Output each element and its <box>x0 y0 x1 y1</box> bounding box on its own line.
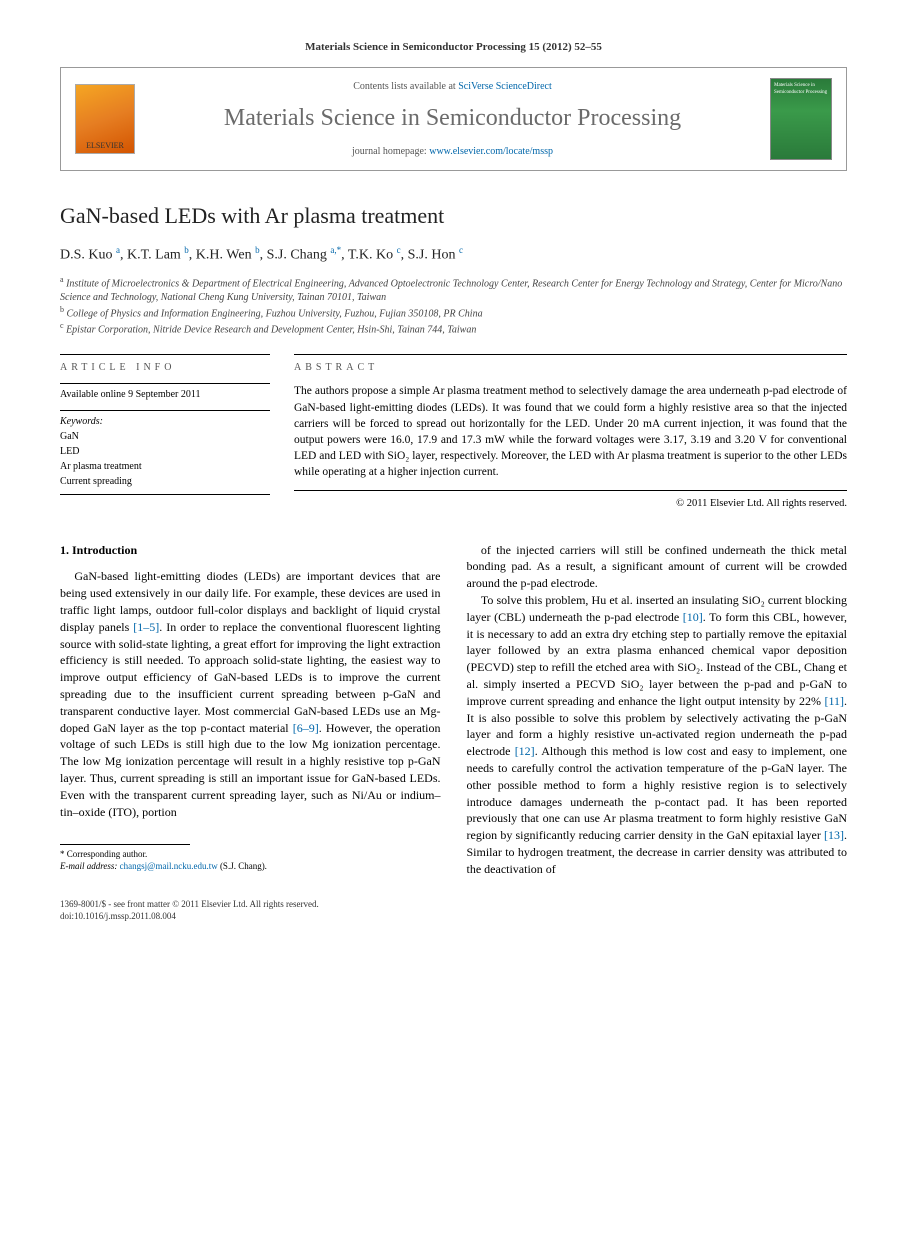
cover-text: Materials Science in Semiconductor Proce… <box>774 83 827 95</box>
abstract-column: ABSTRACT The authors propose a simple Ar… <box>294 354 847 511</box>
ref-link[interactable]: [1–5] <box>133 620 159 634</box>
body-columns: 1. Introduction GaN-based light-emitting… <box>60 542 847 878</box>
journal-title: Materials Science in Semiconductor Proce… <box>149 102 756 136</box>
body-paragraph-2: of the injected carriers will still be c… <box>467 542 848 592</box>
keywords-heading: Keywords: <box>60 410 270 429</box>
affiliations: a Institute of Microelectronics & Depart… <box>60 275 847 336</box>
keyword-item: GaN <box>60 430 270 444</box>
email-who: (S.J. Chang). <box>218 861 267 871</box>
header-center: Contents lists available at SciVerse Sci… <box>149 80 756 160</box>
email-label: E-mail address: <box>60 861 120 871</box>
article-info-column: ARTICLE INFO Available online 9 Septembe… <box>60 354 270 511</box>
footnote-separator <box>60 844 190 845</box>
ref-link[interactable]: [10] <box>683 610 703 624</box>
keyword-item: Current spreading <box>60 475 270 489</box>
keywords-list: GaNLEDAr plasma treatmentCurrent spreadi… <box>60 430 270 495</box>
journal-header-box: ELSEVIER Contents lists available at Sci… <box>60 67 847 171</box>
abstract-text: The authors propose a simple Ar plasma t… <box>294 383 847 491</box>
ref-link[interactable]: [6–9] <box>293 721 319 735</box>
corresponding-author-note: * Corresponding author. <box>60 849 441 861</box>
footer-meta: 1369-8001/$ - see front matter © 2011 El… <box>60 898 847 923</box>
footer-doi: doi:10.1016/j.mssp.2011.08.004 <box>60 910 847 923</box>
publisher-label: ELSEVIER <box>86 140 124 151</box>
intro-heading: 1. Introduction <box>60 542 441 559</box>
homepage-line: journal homepage: www.elsevier.com/locat… <box>149 145 756 159</box>
ref-link[interactable]: [13] <box>824 828 844 842</box>
available-online: Available online 9 September 2011 <box>60 383 270 402</box>
body-paragraph-1: GaN-based light-emitting diodes (LEDs) a… <box>60 568 441 820</box>
author-list: D.S. Kuo a, K.T. Lam b, K.H. Wen b, S.J.… <box>60 244 847 265</box>
abstract-copyright: © 2011 Elsevier Ltd. All rights reserved… <box>294 497 847 512</box>
contents-line: Contents lists available at SciVerse Sci… <box>149 80 756 94</box>
ref-link[interactable]: [11] <box>824 694 844 708</box>
homepage-prefix: journal homepage: <box>352 146 429 157</box>
journal-cover-thumbnail: Materials Science in Semiconductor Proce… <box>770 78 832 160</box>
keyword-item: LED <box>60 445 270 459</box>
contents-prefix: Contents lists available at <box>353 81 458 92</box>
affiliation-line: b College of Physics and Information Eng… <box>60 305 847 321</box>
email-link[interactable]: changsj@mail.ncku.edu.tw <box>120 861 218 871</box>
email-footnote: E-mail address: changsj@mail.ncku.edu.tw… <box>60 861 441 873</box>
info-abstract-row: ARTICLE INFO Available online 9 Septembe… <box>60 354 847 511</box>
sciencedirect-link[interactable]: SciVerse ScienceDirect <box>458 81 552 92</box>
article-title: GaN-based LEDs with Ar plasma treatment <box>60 201 847 232</box>
article-info-heading: ARTICLE INFO <box>60 354 270 375</box>
keyword-item: Ar plasma treatment <box>60 460 270 474</box>
homepage-link[interactable]: www.elsevier.com/locate/mssp <box>429 146 553 157</box>
ref-link[interactable]: [12] <box>515 744 535 758</box>
body-paragraph-3: To solve this problem, Hu et al. inserte… <box>467 592 848 878</box>
abstract-heading: ABSTRACT <box>294 354 847 375</box>
elsevier-logo: ELSEVIER <box>75 84 135 154</box>
footer-line-1: 1369-8001/$ - see front matter © 2011 El… <box>60 898 847 911</box>
journal-reference: Materials Science in Semiconductor Proce… <box>60 40 847 55</box>
affiliation-line: c Epistar Corporation, Nitride Device Re… <box>60 321 847 337</box>
affiliation-line: a Institute of Microelectronics & Depart… <box>60 275 847 304</box>
